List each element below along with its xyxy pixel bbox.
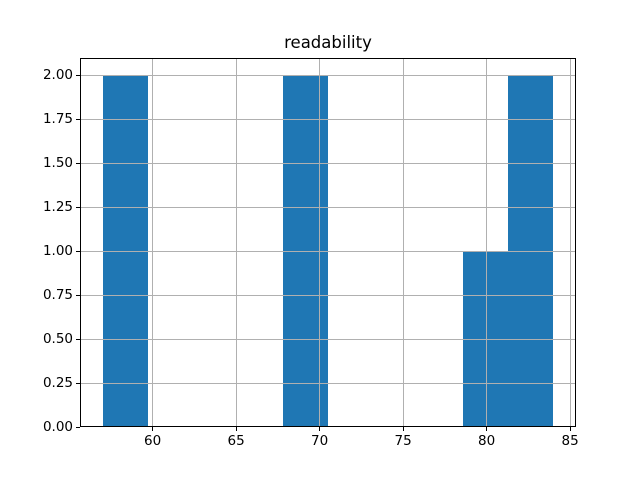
gridline-horizontal <box>80 162 576 164</box>
y-axis-tick-label: 1.50 <box>42 154 73 171</box>
y-axis-tick <box>76 162 80 164</box>
y-axis-tick <box>76 74 80 76</box>
x-axis-tick-label: 75 <box>394 433 412 450</box>
y-axis-tick-label: 2.00 <box>42 66 73 83</box>
y-axis-tick <box>76 338 80 340</box>
x-axis-tick-label: 70 <box>311 433 329 450</box>
gridline-horizontal <box>80 338 576 340</box>
gridline-vertical <box>486 57 488 428</box>
x-axis-tick-label: 65 <box>227 433 245 450</box>
gridline-horizontal <box>80 74 576 76</box>
x-axis-tick-label: 85 <box>561 433 579 450</box>
gridline-vertical <box>319 57 321 428</box>
x-axis-tick <box>152 427 154 432</box>
gridline-horizontal <box>80 250 576 252</box>
gridline-horizontal <box>80 206 576 208</box>
y-axis-tick-label: 0.00 <box>42 418 73 435</box>
y-axis-tick-label: 1.75 <box>42 110 73 127</box>
chart-title: readability <box>284 33 372 52</box>
y-axis-tick-label: 0.25 <box>42 374 73 391</box>
gridline-vertical <box>402 57 404 428</box>
y-axis-tick-label: 1.25 <box>42 198 73 215</box>
x-axis-tick <box>402 427 404 432</box>
x-axis-tick <box>569 427 571 432</box>
gridline-vertical <box>569 57 571 428</box>
y-axis-tick-label: 0.75 <box>42 286 73 303</box>
y-axis-tick <box>76 118 80 120</box>
y-axis-tick <box>76 294 80 296</box>
gridline-vertical <box>152 57 154 428</box>
x-axis-tick-label: 60 <box>144 433 162 450</box>
y-axis-tick-label: 1.00 <box>42 242 73 259</box>
gridline-horizontal <box>80 118 576 120</box>
y-axis-tick <box>76 206 80 208</box>
plot-area <box>80 57 576 428</box>
gridline-horizontal <box>80 382 576 384</box>
x-axis-tick <box>235 427 237 432</box>
gridline-vertical <box>235 57 237 428</box>
x-axis-tick-label: 80 <box>478 433 496 450</box>
x-axis-tick <box>319 427 321 432</box>
y-axis-tick <box>76 382 80 384</box>
x-axis-tick <box>486 427 488 432</box>
gridline-horizontal <box>80 294 576 296</box>
y-axis-tick <box>76 250 80 252</box>
y-axis-tick-label: 0.50 <box>42 330 73 347</box>
y-axis-tick <box>76 426 80 428</box>
